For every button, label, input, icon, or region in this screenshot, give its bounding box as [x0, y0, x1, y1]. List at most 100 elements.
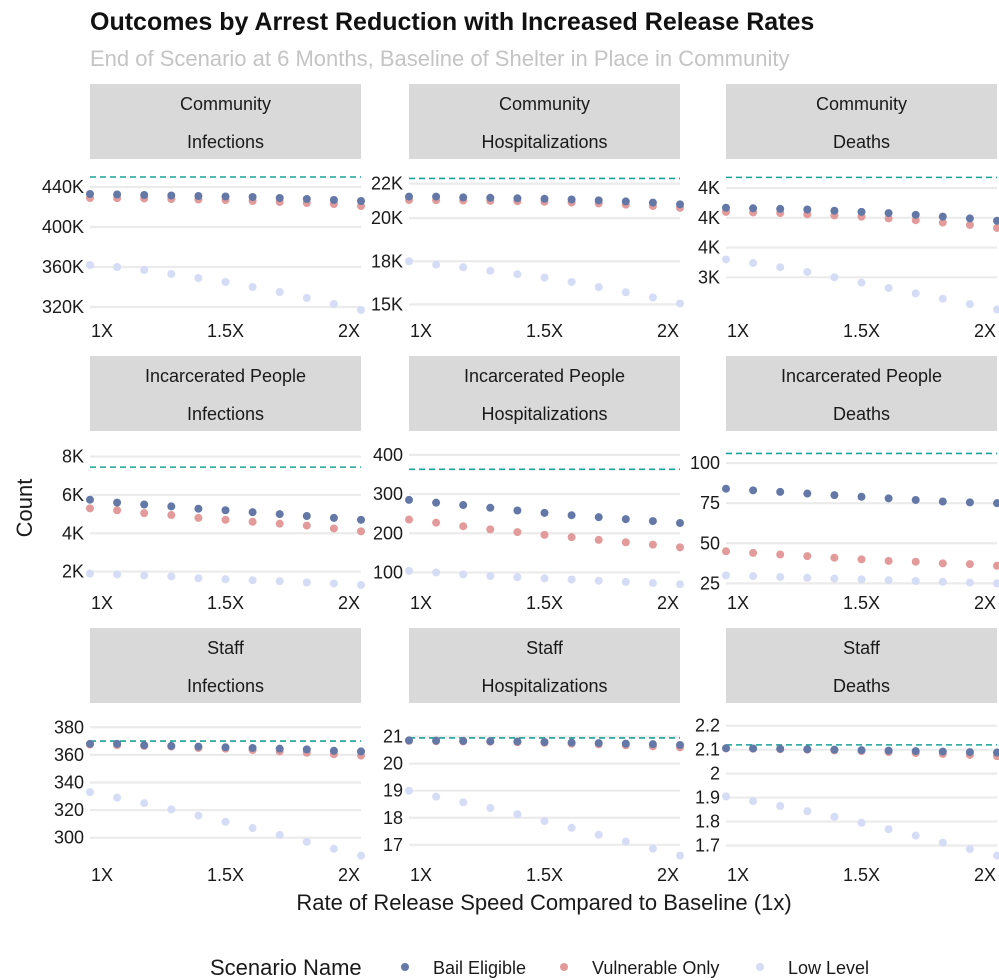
data-point-vulnerable-only	[649, 541, 657, 549]
data-point-vulnerable-only	[912, 558, 920, 566]
data-point-bail-eligible	[541, 195, 549, 203]
data-point-bail-eligible	[568, 739, 576, 747]
data-point-low-level	[486, 267, 494, 275]
data-point-low-level	[459, 263, 467, 271]
data-point-bail-eligible	[830, 746, 838, 754]
data-point-bail-eligible	[912, 496, 920, 504]
data-point-bail-eligible	[330, 747, 338, 755]
data-point-bail-eligible	[486, 504, 494, 512]
data-point-low-level	[939, 578, 947, 586]
y-tick-label: 3K	[698, 267, 720, 287]
data-point-bail-eligible	[939, 498, 947, 506]
data-point-vulnerable-only	[459, 522, 467, 530]
y-tick-label: 18K	[371, 251, 403, 271]
x-tick-label: 2X	[338, 865, 360, 885]
data-point-vulnerable-only	[595, 536, 603, 544]
x-tick-label: 2X	[657, 865, 679, 885]
data-point-low-level	[541, 274, 549, 282]
legend-title: Scenario Name	[210, 955, 362, 980]
legend-label-bail-eligible: Bail Eligible	[433, 958, 526, 978]
data-point-low-level	[86, 570, 94, 578]
legend-swatch-low-level	[756, 963, 764, 971]
data-point-vulnerable-only	[803, 552, 811, 560]
data-point-bail-eligible	[858, 493, 866, 501]
data-point-bail-eligible	[776, 745, 784, 753]
data-point-bail-eligible	[113, 499, 121, 507]
data-point-bail-eligible	[803, 206, 811, 214]
series-bail-eligible	[405, 496, 684, 527]
data-point-bail-eligible	[459, 501, 467, 509]
data-point-bail-eligible	[140, 501, 148, 509]
data-point-bail-eligible	[722, 485, 730, 493]
strip-label-measure: Hospitalizations	[481, 676, 607, 696]
y-tick-label: 75	[700, 493, 720, 513]
data-point-low-level	[966, 845, 974, 853]
data-point-low-level	[912, 832, 920, 840]
data-point-low-level	[459, 798, 467, 806]
data-point-bail-eligible	[113, 740, 121, 748]
panel-community-deaths: CommunityDeaths3K4K4K4K1X 1.5X 2X	[698, 84, 999, 341]
x-tick-label: 1.5X	[207, 321, 244, 341]
data-point-low-level	[303, 294, 311, 302]
strip-label-measure: Infections	[187, 132, 264, 152]
data-point-bail-eligible	[649, 199, 657, 207]
data-point-low-level	[676, 852, 684, 860]
facet-panels: Community Infections 320K 360K 400K 440K 1X 1.5…	[42, 84, 999, 885]
data-point-low-level	[649, 845, 657, 853]
data-point-vulnerable-only	[722, 547, 730, 555]
data-point-low-level	[595, 831, 603, 839]
data-point-low-level	[722, 792, 730, 800]
data-point-bail-eligible	[722, 744, 730, 752]
data-point-bail-eligible	[513, 507, 521, 515]
y-axis-title: Count	[12, 479, 37, 538]
x-tick-label: 2X	[974, 865, 996, 885]
strip-label-group: Incarcerated People	[464, 366, 625, 386]
y-tick-label: 300	[54, 828, 84, 848]
data-point-bail-eligible	[432, 499, 440, 507]
data-point-vulnerable-only	[330, 524, 338, 532]
strip-label-measure: Deaths	[833, 404, 890, 424]
data-point-low-level	[649, 293, 657, 301]
data-point-bail-eligible	[885, 494, 893, 502]
x-tick-label: 1X	[410, 593, 432, 613]
data-point-bail-eligible	[830, 207, 838, 215]
strip-label-measure: Infections	[187, 404, 264, 424]
data-point-low-level	[167, 805, 175, 813]
data-point-low-level	[167, 572, 175, 580]
data-point-bail-eligible	[330, 196, 338, 204]
x-tick-label: 1X	[410, 865, 432, 885]
data-point-bail-eligible	[249, 744, 257, 752]
data-point-low-level	[303, 838, 311, 846]
data-point-low-level	[222, 575, 230, 583]
y-tick-label: 2.2	[695, 716, 720, 736]
data-point-bail-eligible	[858, 208, 866, 216]
data-point-vulnerable-only	[776, 551, 784, 559]
data-point-bail-eligible	[194, 192, 202, 200]
panel-community-infections: Community Infections 320K 360K 400K 440K 1X 1.5…	[42, 84, 365, 341]
strip-label-group: Staff	[526, 638, 564, 658]
x-tick-label: 1X	[91, 321, 113, 341]
strip-label-measure: Deaths	[833, 132, 890, 152]
data-point-low-level	[432, 568, 440, 576]
panel-incarcerated-people-deaths: Incarcerated PeopleDeaths2550751001X 1.5X…	[690, 356, 999, 613]
data-point-low-level	[568, 278, 576, 286]
data-point-low-level	[776, 573, 784, 581]
data-point-low-level	[194, 274, 202, 282]
data-point-bail-eligible	[86, 496, 94, 504]
data-point-low-level	[649, 579, 657, 587]
data-point-low-level	[830, 273, 838, 281]
data-point-low-level	[405, 257, 413, 265]
data-point-low-level	[803, 268, 811, 276]
y-tick-label: 2K	[62, 562, 84, 582]
data-point-bail-eligible	[622, 197, 630, 205]
data-point-bail-eligible	[357, 516, 365, 524]
data-point-bail-eligible	[140, 741, 148, 749]
data-point-bail-eligible	[830, 491, 838, 499]
data-point-low-level	[357, 852, 365, 860]
data-point-bail-eligible	[749, 204, 757, 212]
data-point-bail-eligible	[513, 737, 521, 745]
legend-label-vulnerable-only: Vulnerable Only	[592, 958, 719, 978]
data-point-low-level	[568, 824, 576, 832]
data-point-low-level	[86, 788, 94, 796]
data-point-bail-eligible	[249, 508, 257, 516]
